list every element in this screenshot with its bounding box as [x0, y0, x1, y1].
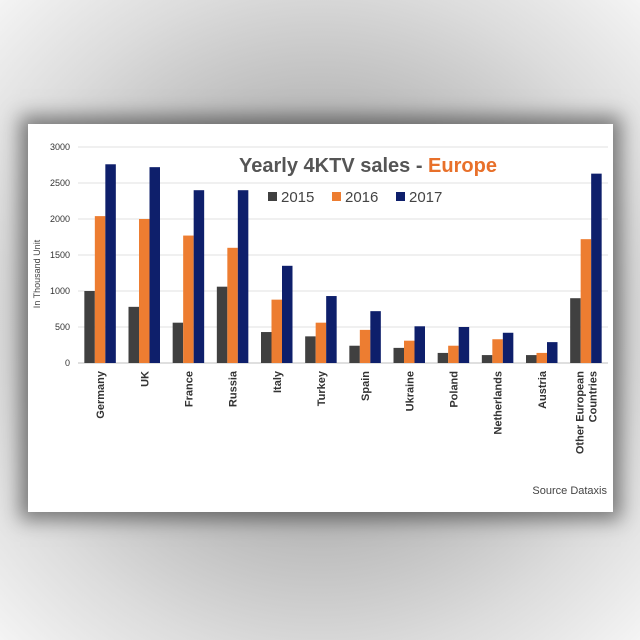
bar-2016-9	[492, 339, 503, 363]
bars	[84, 164, 602, 363]
bar-2015-4	[261, 332, 272, 363]
y-tick-label: 3000	[50, 142, 70, 152]
bar-2016-7	[404, 340, 415, 363]
y-tick-label: 0	[65, 358, 70, 368]
legend-label: 2017	[409, 189, 442, 206]
bar-2016-0	[94, 216, 106, 363]
chart-title: Yearly 4KTV sales - Europe	[239, 155, 497, 177]
legend-swatch	[332, 192, 341, 201]
bar-2017-9	[502, 332, 514, 363]
bar-2016-10	[536, 352, 547, 363]
y-axis-label: In Thousand Unit	[32, 239, 42, 308]
x-tick-label: Italy	[272, 370, 284, 393]
bar-2015-6	[349, 345, 360, 363]
y-tick-label: 2000	[50, 214, 70, 224]
bar-2016-6	[359, 329, 371, 363]
x-tick-label: Austria	[537, 370, 549, 409]
chart-card: 0 500 1000 1500 2000 2500 3000 Germany UK France…	[28, 124, 613, 512]
y-axis-ticks: 0 500 1000 1500 2000 2500 3000	[50, 142, 70, 368]
legend-label: 2016	[345, 189, 378, 206]
x-tick-label: Poland	[448, 371, 460, 408]
bar-2017-11	[591, 173, 602, 363]
bar-2016-8	[448, 345, 459, 363]
x-tick-label: Russia	[228, 370, 240, 407]
legend-swatch	[396, 192, 405, 201]
legend-swatch	[268, 192, 277, 201]
y-tick-label: 1000	[50, 286, 70, 296]
bar-2017-8	[458, 327, 470, 363]
bar-2016-2	[183, 235, 194, 363]
bar-2015-1	[128, 306, 139, 363]
chart-title-highlight: Europe	[428, 155, 497, 177]
x-axis-ticks: Germany UK France Russia Italy Turkey Spain Ukr…	[95, 370, 599, 454]
x-tick-label: Turkey	[316, 370, 328, 406]
legend: 2015 2016 2017	[268, 189, 442, 206]
bar-2016-1	[139, 219, 150, 363]
y-tick-label: 500	[55, 322, 70, 332]
bar-2015-2	[172, 322, 184, 363]
bar-2015-7	[393, 347, 404, 363]
bar-chart: 0 500 1000 1500 2000 2500 3000 Germany UK France…	[32, 142, 608, 497]
bar-2015-5	[305, 336, 316, 363]
bar-2017-4	[282, 265, 293, 363]
x-tick-label: Netherlands	[493, 371, 505, 435]
bar-2015-11	[570, 298, 581, 363]
y-tick-label: 1500	[50, 250, 70, 260]
bar-2017-1	[149, 167, 160, 363]
x-tick-label: Spain	[360, 371, 372, 401]
bar-2017-3	[237, 190, 249, 363]
bar-2016-4	[271, 299, 282, 363]
bar-2015-10	[526, 355, 537, 363]
bar-2017-10	[547, 342, 558, 363]
x-tick-label: UK	[139, 371, 151, 387]
x-tick-label: Germany	[95, 370, 107, 419]
source-note: Source Dataxis	[532, 485, 607, 497]
bar-2015-0	[84, 291, 95, 363]
bar-2015-8	[437, 352, 449, 363]
x-tick-label: Countries	[587, 371, 599, 422]
bar-2017-7	[414, 326, 425, 363]
bar-2015-9	[481, 355, 493, 363]
bar-2016-11	[580, 239, 592, 363]
bar-2016-3	[227, 247, 238, 363]
chart-title-main: Yearly 4KTV sales -	[239, 155, 428, 177]
x-tick-label: France	[183, 371, 195, 407]
bar-2017-6	[370, 311, 381, 363]
y-tick-label: 2500	[50, 178, 70, 188]
x-tick-label: Other European	[574, 371, 586, 454]
bar-2015-3	[216, 286, 228, 363]
bar-2016-5	[315, 322, 327, 363]
bar-2017-0	[105, 164, 116, 363]
bar-2017-2	[193, 190, 205, 363]
x-tick-label: Ukraine	[404, 371, 416, 411]
legend-label: 2015	[281, 189, 314, 206]
bar-2017-5	[326, 296, 337, 363]
gridlines	[78, 146, 608, 364]
